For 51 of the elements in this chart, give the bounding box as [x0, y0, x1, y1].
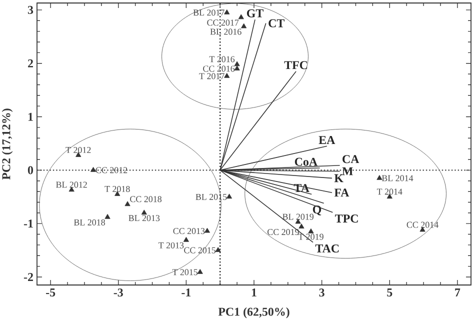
x-tick-label: 3	[319, 288, 324, 297]
x-tick-label: -5	[46, 288, 56, 296]
y-tick-label: -1	[24, 220, 33, 228]
x-tick-label: 1	[252, 288, 256, 296]
annotation: T 2016	[209, 56, 235, 62]
annotation: Q	[312, 205, 322, 216]
annotation: CC 2012	[96, 167, 128, 174]
annotation: TFC	[284, 61, 308, 70]
annotation: BL 2015	[196, 194, 227, 200]
annotation: CC 2017	[207, 20, 239, 26]
annotation: TPC	[335, 214, 358, 223]
annotation: M	[342, 167, 353, 176]
x-tick-label: 7	[455, 288, 460, 296]
annotation: BL 2014	[382, 175, 414, 182]
annotation: CC 2018	[130, 196, 162, 202]
y-tick-label: 0	[28, 166, 34, 174]
annotation: BL 2018	[74, 219, 105, 226]
annotation: CT	[268, 19, 284, 28]
annotation: BL 2013	[128, 215, 160, 222]
annotation: BL 2019	[282, 214, 314, 220]
annotation: CoA	[294, 158, 318, 166]
annotation: CC 2019	[268, 228, 299, 236]
annotation: FA	[334, 188, 350, 197]
annotation: T 2014	[376, 188, 402, 195]
annotation: GT	[246, 9, 264, 18]
annotation: CC 2016	[203, 66, 235, 72]
annotation: BL 2012	[56, 182, 87, 188]
annotation: T 2019	[298, 234, 324, 240]
annotation: CC 2013	[173, 228, 205, 234]
y-axis-title: PC2 (17,12%)	[2, 108, 13, 180]
y-tick-label: 3	[28, 6, 34, 14]
y-tick-label: 1	[28, 112, 33, 121]
annotation: T 2013	[158, 242, 184, 248]
annotation: T 2018	[104, 186, 130, 192]
x-tick-label: 5	[387, 288, 392, 296]
annotation: T 2012	[66, 146, 91, 154]
x-axis-title: PC1 (62,50%)	[218, 307, 290, 318]
annotation: T 2015	[172, 269, 198, 276]
x-tick-label: -3	[114, 288, 123, 297]
y-tick-label: -2	[24, 273, 33, 281]
annotation: K	[334, 174, 344, 182]
annotation: CC 2014	[406, 222, 438, 228]
annotation: BL 2017	[193, 10, 224, 16]
annotation: T 2017	[199, 73, 224, 80]
annotation: BL 2016	[210, 28, 242, 35]
y-tick-label: 2	[28, 59, 33, 68]
annotation: EA	[318, 136, 336, 144]
x-tick-label: -1	[182, 288, 191, 296]
annotation: CA	[342, 155, 360, 164]
annotation: CC 2015	[184, 247, 216, 254]
annotation: TAC	[315, 244, 339, 252]
